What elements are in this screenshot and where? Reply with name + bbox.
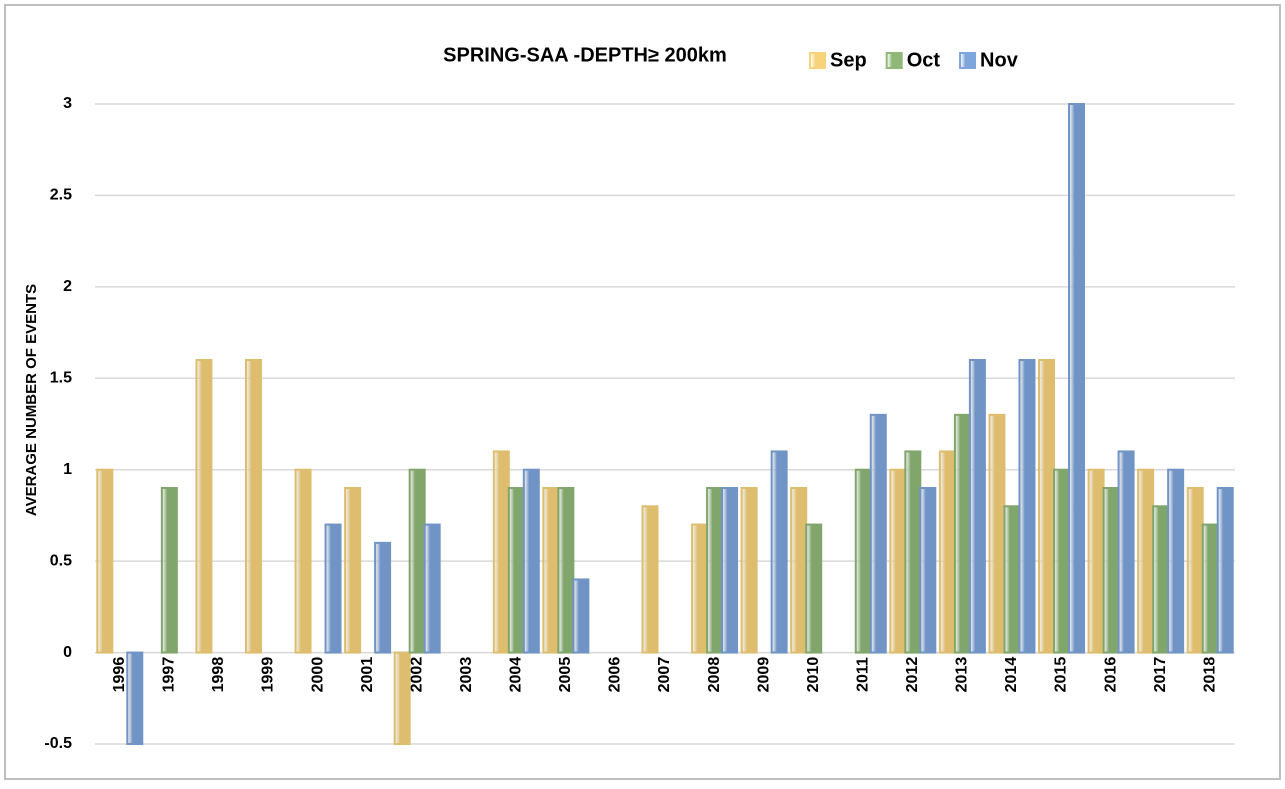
bar	[126, 651, 144, 745]
bar	[805, 523, 823, 654]
bar	[374, 541, 392, 654]
bar	[1186, 487, 1204, 654]
x-tick-label: 2006	[607, 657, 624, 693]
x-tick-label: 2009	[755, 657, 772, 693]
legend-label: Sep	[830, 49, 867, 71]
bar	[294, 468, 312, 654]
bar	[160, 487, 178, 654]
bar	[1087, 468, 1105, 654]
legend-swatch	[885, 52, 903, 69]
bar	[953, 413, 971, 654]
bar	[557, 487, 575, 654]
bar	[706, 487, 724, 654]
x-tick-label: 2012	[904, 657, 921, 693]
bar	[324, 523, 342, 654]
bar	[854, 468, 872, 654]
bar	[904, 450, 922, 654]
bar	[919, 487, 937, 654]
bar	[770, 450, 788, 654]
bar	[1117, 450, 1135, 654]
y-tick-label: -0.5	[44, 735, 72, 752]
bar	[1167, 468, 1185, 654]
bar	[1102, 487, 1120, 654]
x-tick-label: 2015	[1053, 657, 1070, 693]
x-tick-label: 1997	[161, 657, 178, 693]
x-tick-label: 2002	[408, 657, 425, 693]
bar	[542, 487, 560, 654]
y-tick-label: 2	[63, 278, 72, 295]
bar	[492, 450, 510, 654]
x-tick-label: 2008	[706, 657, 723, 693]
bar	[1216, 487, 1234, 654]
bar	[96, 468, 114, 654]
bar	[1152, 505, 1170, 654]
x-tick-label: 2007	[656, 657, 673, 693]
legend-swatch	[959, 52, 977, 69]
bar	[938, 450, 956, 654]
bar	[740, 487, 758, 654]
y-tick-label: 0.5	[50, 552, 72, 569]
bar	[641, 505, 659, 654]
legend-label: Oct	[907, 49, 941, 71]
bar	[1003, 505, 1021, 654]
bar	[393, 651, 411, 745]
bar	[790, 487, 808, 654]
x-tick-label: 2004	[508, 657, 525, 693]
bar	[968, 359, 986, 654]
x-tick-label: 2013	[954, 657, 971, 693]
bar	[244, 359, 262, 654]
bar	[522, 468, 540, 654]
x-tick-label: 1998	[210, 657, 227, 693]
bar	[195, 359, 213, 654]
bar	[507, 487, 525, 654]
bar	[889, 468, 907, 654]
x-tick-label: 2016	[1102, 657, 1119, 693]
x-tick-label: 2000	[309, 657, 326, 693]
bar	[1053, 468, 1071, 654]
bar	[1068, 103, 1086, 654]
x-tick-label: 2001	[359, 657, 376, 693]
bar	[721, 487, 739, 654]
x-tick-label: 2010	[805, 657, 822, 693]
y-axis-label: AVERAGE NUMBER OF EVENTS	[23, 284, 40, 516]
x-tick-label: 1996	[111, 657, 128, 693]
chart-title: SPRING-SAA -DEPTH≥ 200km	[443, 44, 727, 66]
bar	[344, 487, 362, 654]
bar	[1201, 523, 1219, 654]
bar	[1018, 359, 1036, 654]
x-tick-label: 2011	[854, 657, 871, 692]
bar	[1038, 359, 1056, 654]
bar	[572, 578, 590, 654]
x-tick-label: 2003	[458, 657, 475, 693]
y-tick-label: 1.5	[50, 370, 72, 387]
bar	[423, 523, 441, 654]
x-tick-label: 2017	[1152, 657, 1169, 693]
legend-swatch	[809, 52, 826, 69]
bar	[988, 413, 1006, 654]
bar	[408, 468, 426, 654]
bar	[869, 413, 887, 654]
x-tick-label: 2018	[1201, 657, 1218, 693]
bar	[691, 523, 709, 654]
y-tick-label: 1	[63, 461, 72, 478]
legend-label: Nov	[980, 49, 1019, 71]
y-tick-label: 3	[63, 95, 72, 112]
x-tick-label: 1999	[260, 657, 277, 693]
x-tick-label: 2005	[557, 657, 574, 693]
y-tick-label: 0	[63, 644, 72, 661]
bar	[1137, 468, 1155, 654]
x-tick-label: 2014	[1003, 657, 1020, 693]
y-tick-label: 2.5	[50, 187, 72, 204]
